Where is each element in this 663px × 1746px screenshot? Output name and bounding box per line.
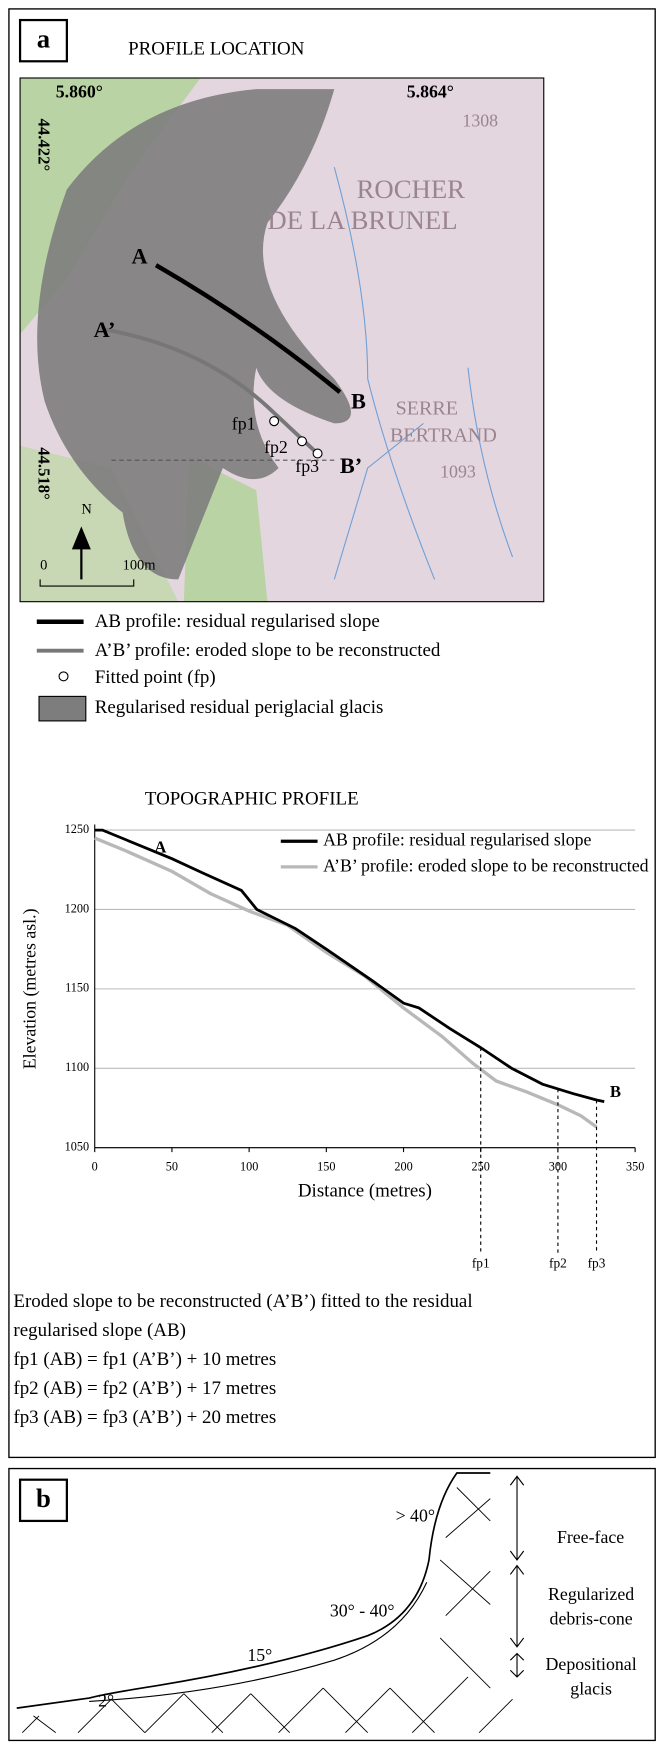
fit-point [269, 416, 280, 427]
map-label: B’ [340, 453, 362, 478]
legend-point [58, 671, 69, 682]
caption-line: fp1 (AB) = fp1 (A’B’) + 10 metres [13, 1348, 277, 1370]
fit-point [296, 436, 307, 447]
north-arrow [71, 526, 91, 580]
map-label: 5.864° [407, 82, 454, 102]
angle-label: 30° - 40° [330, 1600, 395, 1620]
profile-ab [154, 263, 342, 394]
map-label: fp3 [295, 456, 319, 476]
map-label: BERTRAND [390, 424, 497, 446]
legend-text: AB profile: residual regularised slope [95, 611, 380, 632]
map-label: N [81, 502, 92, 518]
panel-a-frame [8, 8, 656, 1459]
annotation: B [610, 1082, 621, 1101]
map-label: 0 [40, 557, 47, 573]
x-tick-label: 300 [549, 1160, 567, 1174]
zone-arrows [509, 1475, 525, 1678]
panel-label: b [36, 1483, 51, 1513]
x-tick-label: 250 [472, 1160, 490, 1174]
angle-label: > 40° [396, 1506, 435, 1526]
map-label: 1308 [462, 111, 498, 131]
map-label: SERRE [396, 398, 458, 420]
x-axis-label: Distance (metres) [298, 1181, 432, 1202]
caption-line: fp2 (AB) = fp2 (A’B’) + 17 metres [13, 1377, 277, 1399]
annotation: A [154, 837, 166, 856]
x-tick-label: 200 [394, 1160, 412, 1174]
fit-label: fp3 [588, 1256, 606, 1271]
forest [20, 445, 179, 602]
zone-label: Depositional glacis [545, 1655, 637, 1700]
y-tick-label: 1250 [65, 822, 90, 836]
x-tick-label: 100 [240, 1160, 258, 1174]
series-line [94, 836, 598, 1129]
profile-a-b [99, 326, 323, 459]
panel-label: a [37, 23, 50, 53]
chart-title: TOPOGRAPHIC PROFILE [145, 788, 359, 809]
legend-text: A’B’ profile: eroded slope to be reconst… [323, 856, 649, 876]
map-label: ROCHER [357, 174, 466, 204]
y-tick-label: 1100 [65, 1060, 89, 1074]
x-tick-label: 50 [166, 1160, 178, 1174]
map-frame [19, 77, 545, 603]
legend-text: Regularised residual periglacial glacis [95, 697, 384, 718]
y-tick-label: 1200 [65, 901, 90, 915]
angle-label: 15° [247, 1645, 272, 1665]
map-label: 1093 [440, 462, 476, 482]
caption-line: fp3 (AB) = fp3 (A’B’) + 20 metres [13, 1406, 277, 1428]
map [20, 77, 544, 602]
y-axis-label: Elevation (metres asl.) [19, 908, 40, 1069]
map-label: 44.518° [35, 447, 54, 500]
scale-bar [39, 579, 135, 587]
label-box [18, 1478, 68, 1523]
legend-text: Fitted point (fp) [95, 667, 216, 688]
legend: AB profile: residual regularised slope A… [36, 611, 441, 722]
legend-box: A’B’ profile: eroded slope to be reconst… [323, 856, 649, 876]
fit-point [312, 448, 323, 459]
surface [16, 1472, 491, 1709]
zone-label: Regularized debris-cone [548, 1585, 635, 1630]
fit-label: fp2 [549, 1256, 567, 1271]
zone-label-box: Regularized debris-cone [548, 1585, 635, 1630]
legend-text: AB profile: residual regularised slope [323, 831, 592, 851]
x-tick-label: 0 [92, 1160, 98, 1174]
map-label: 5.860° [56, 82, 103, 102]
slope-diagram [16, 1472, 525, 1733]
panel-b-frame [8, 1467, 656, 1742]
y-tick-label: 1150 [65, 981, 89, 995]
series-line [94, 828, 605, 1103]
deposit-base [89, 1581, 428, 1702]
glacis-area [37, 89, 351, 580]
map-label: fp1 [232, 414, 256, 434]
zone-label: Free-face [557, 1527, 624, 1547]
legend-box: AB profile: residual regularised slope [323, 831, 592, 851]
map-label: 44.422° [35, 119, 54, 172]
zone-label-box: Depositional glacis [545, 1655, 637, 1700]
y-tick-label: 1050 [65, 1139, 90, 1153]
bedrock-hatch [21, 1487, 513, 1733]
map-label: fp2 [264, 437, 288, 457]
map-label: DE LA BRUNEL [267, 205, 457, 235]
x-tick-label: 350 [626, 1160, 644, 1174]
legend-area [38, 695, 87, 722]
map-label: A [131, 244, 147, 269]
angle-label: 2° [98, 1691, 114, 1711]
map-label: B [351, 388, 366, 413]
map-label: 100m [123, 557, 157, 573]
map-title: PROFILE LOCATION [128, 38, 305, 59]
caption: Eroded slope to be reconstructed (A’B’) … [13, 1290, 473, 1428]
legend-text: A’B’ profile: eroded slope to be reconst… [95, 640, 441, 661]
stream [333, 166, 514, 580]
fit-label: fp1 [472, 1256, 490, 1271]
caption-line: Eroded slope to be reconstructed (A’B’) … [13, 1290, 473, 1341]
label-box [18, 18, 68, 63]
map-label: A’ [94, 317, 116, 342]
x-tick-label: 150 [317, 1160, 335, 1174]
